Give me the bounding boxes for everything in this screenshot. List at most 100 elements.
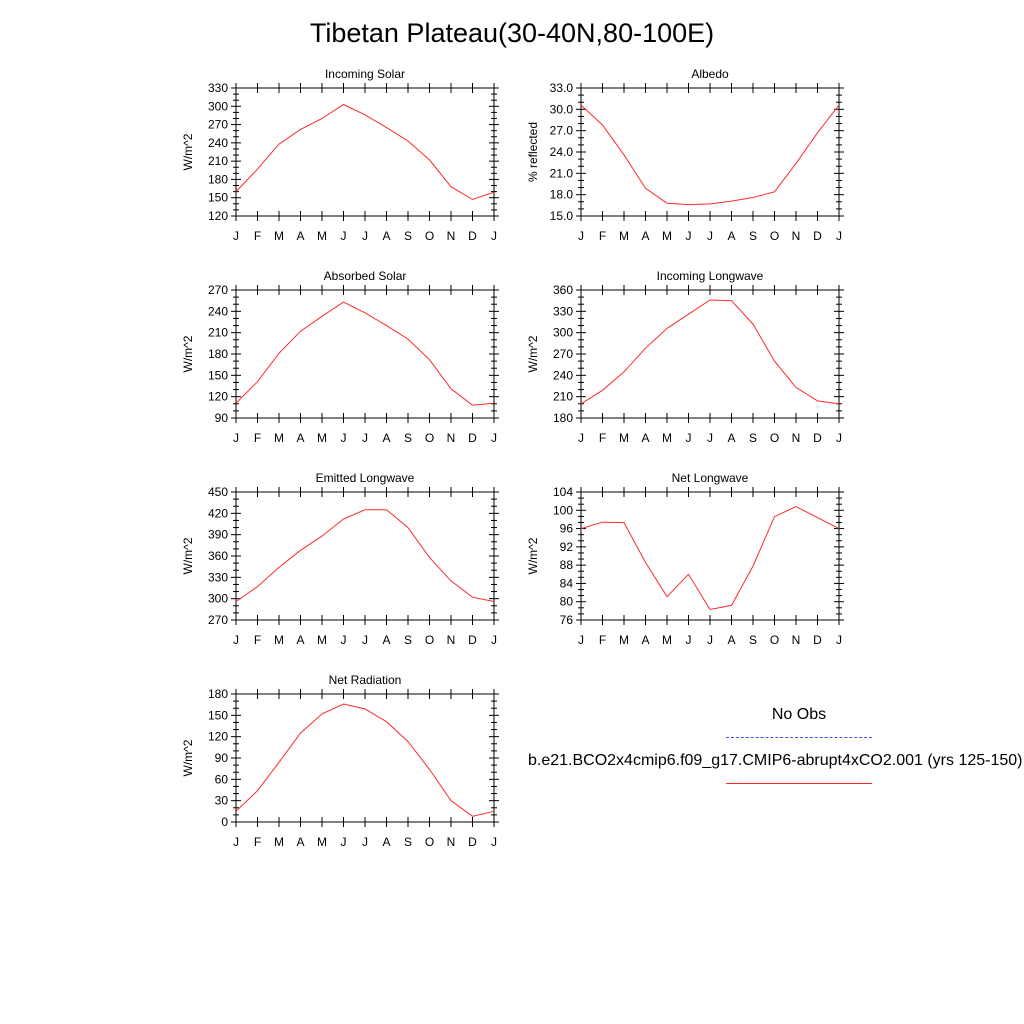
x-tick-label: A [641,431,649,445]
x-tick-label: J [491,431,497,445]
x-tick-label: M [274,633,284,647]
x-tick-label: D [468,431,477,445]
x-tick-label: D [468,835,477,849]
x-tick-label: F [254,835,261,849]
x-tick-label: M [274,229,284,243]
x-tick-label: M [317,229,327,243]
y-axis-label: % reflected [526,122,540,182]
y-tick-label: 150 [208,368,228,382]
y-tick-label: 270 [208,118,228,132]
x-tick-label: J [362,431,368,445]
x-tick-label: O [770,633,779,647]
y-axis-label: W/m^2 [181,739,195,776]
x-tick-label: D [468,229,477,243]
y-tick-label: 240 [553,368,573,382]
x-tick-label: M [274,835,284,849]
y-tick-label: 100 [553,503,573,517]
x-tick-label: N [447,431,456,445]
y-tick-label: 120 [208,209,228,223]
x-tick-label: O [425,229,434,243]
x-tick-label: F [254,229,261,243]
x-tick-label: J [491,835,497,849]
series-line [235,301,495,406]
x-tick-label: J [341,431,347,445]
x-tick-label: O [425,633,434,647]
x-tick-label: J [491,633,497,647]
panel-title: Albedo [691,67,729,81]
x-tick-label: J [362,835,368,849]
series-line [580,299,840,405]
x-tick-label: N [792,229,801,243]
x-tick-label: J [362,633,368,647]
y-tick-label: 300 [208,99,228,113]
x-tick-label: N [792,633,801,647]
x-tick-label: J [578,229,584,243]
x-tick-label: M [662,633,672,647]
y-tick-label: 330 [208,570,228,584]
plot-frame [580,491,840,621]
x-tick-label: A [296,229,304,243]
x-tick-label: A [296,835,304,849]
panel-title: Incoming Longwave [657,269,764,283]
y-tick-label: 21.0 [550,166,574,180]
x-tick-label: D [813,633,822,647]
y-tick-label: 90 [215,751,229,765]
x-tick-label: J [707,431,713,445]
x-tick-label: F [254,633,261,647]
series-line [235,103,495,201]
x-tick-label: O [770,229,779,243]
x-tick-label: M [317,633,327,647]
series-line [580,506,840,611]
y-tick-label: 15.0 [550,209,574,223]
x-tick-label: S [749,431,757,445]
x-tick-label: A [641,633,649,647]
y-tick-label: 90 [215,411,229,425]
x-tick-label: J [686,633,692,647]
x-tick-label: M [619,229,629,243]
y-axis-label: W/m^2 [526,537,540,574]
y-tick-label: 18.0 [550,188,574,202]
panel-title: Emitted Longwave [316,471,415,485]
x-tick-label: S [749,633,757,647]
y-tick-label: 150 [208,708,228,722]
y-tick-label: 150 [208,191,228,205]
y-tick-label: 240 [208,136,228,150]
panel-title: Absorbed Solar [324,269,407,283]
plot-frame [235,491,495,621]
y-tick-label: 92 [560,540,574,554]
x-tick-label: O [425,835,434,849]
y-tick-label: 420 [208,506,228,520]
page-title: Tibetan Plateau(30-40N,80-100E) [309,18,715,48]
x-tick-label: O [425,431,434,445]
y-tick-label: 270 [208,283,228,297]
panel-title: Net Longwave [672,471,749,485]
y-axis-label: W/m^2 [526,335,540,372]
x-tick-label: J [233,633,239,647]
y-axis-label: W/m^2 [181,537,195,574]
x-tick-label: J [707,633,713,647]
x-tick-label: A [296,431,304,445]
x-tick-label: A [727,229,735,243]
series-line [580,104,840,206]
x-tick-label: J [233,835,239,849]
panel-title: Net Radiation [329,673,402,687]
x-tick-label: F [254,431,261,445]
x-tick-label: A [382,229,390,243]
x-tick-label: N [792,431,801,445]
x-tick-label: D [813,431,822,445]
y-tick-label: 104 [553,485,573,499]
y-tick-label: 240 [208,304,228,318]
x-tick-label: S [404,633,412,647]
x-tick-label: J [362,229,368,243]
x-tick-label: S [404,229,412,243]
y-tick-label: 33.0 [550,81,574,95]
y-tick-label: 80 [560,595,574,609]
y-tick-label: 270 [553,347,573,361]
plot-frame [235,693,495,823]
x-tick-label: J [233,229,239,243]
